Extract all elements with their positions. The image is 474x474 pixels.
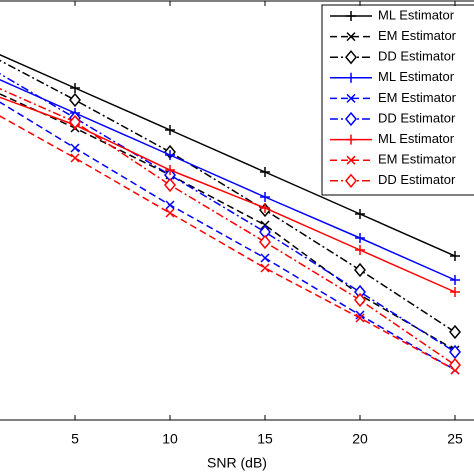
marker [346, 134, 356, 145]
plot-area [0, 54, 461, 375]
marker [165, 150, 175, 160]
marker [346, 155, 356, 165]
legend-label: EM Estimator [378, 90, 457, 105]
marker [346, 11, 356, 21]
marker [449, 357, 461, 373]
legend-label: DD Estimator [378, 110, 456, 125]
marker [450, 275, 460, 285]
marker [260, 263, 270, 273]
marker [70, 83, 80, 93]
marker [260, 167, 270, 177]
marker [260, 253, 270, 263]
legend-label: ML Estimator [378, 131, 455, 146]
marker [69, 114, 81, 130]
marker [70, 153, 80, 163]
legend-label: DD Estimator [378, 49, 456, 64]
marker [354, 262, 366, 278]
marker [165, 200, 175, 210]
x-tick-label: 25 [447, 431, 463, 447]
series-line [0, 72, 456, 353]
marker [354, 292, 366, 308]
x-tick-label: 5 [71, 431, 79, 447]
legend: ML Estimator EM Estimator DD Estimator ML E… [321, 4, 474, 196]
marker [346, 32, 356, 42]
marker [355, 209, 365, 219]
marker [345, 50, 357, 65]
marker [449, 324, 461, 340]
marker [260, 203, 270, 213]
marker [345, 173, 357, 188]
marker [355, 310, 365, 320]
marker [165, 165, 175, 175]
marker [345, 111, 357, 127]
marker [165, 125, 175, 135]
marker [355, 233, 365, 243]
marker [355, 313, 365, 323]
marker [69, 92, 81, 108]
legend-label: EM Estimator [378, 152, 457, 167]
marker [346, 72, 356, 83]
marker [165, 208, 175, 218]
x-tick-label: 10 [162, 431, 178, 447]
series-line [0, 93, 456, 351]
marker [260, 192, 270, 202]
marker [70, 143, 80, 153]
x-tick-label: 15 [257, 431, 273, 447]
x-tick-label: 20 [352, 431, 368, 447]
legend-label: ML Estimator [378, 69, 455, 84]
marker [259, 234, 271, 250]
series-line [0, 79, 456, 281]
marker [164, 177, 176, 193]
marker [346, 93, 356, 103]
legend-label: EM Estimator [378, 28, 457, 43]
series-line [0, 101, 456, 371]
x-axis-label: SNR (dB) [207, 455, 267, 471]
marker [450, 287, 460, 297]
marker [450, 251, 460, 261]
series-line [0, 88, 456, 366]
series-line [0, 54, 456, 257]
marker [355, 245, 365, 255]
series-line [0, 96, 456, 293]
series-line [0, 115, 456, 371]
legend-label: ML Estimator [378, 7, 455, 22]
legend-label: DD Estimator [378, 172, 456, 187]
